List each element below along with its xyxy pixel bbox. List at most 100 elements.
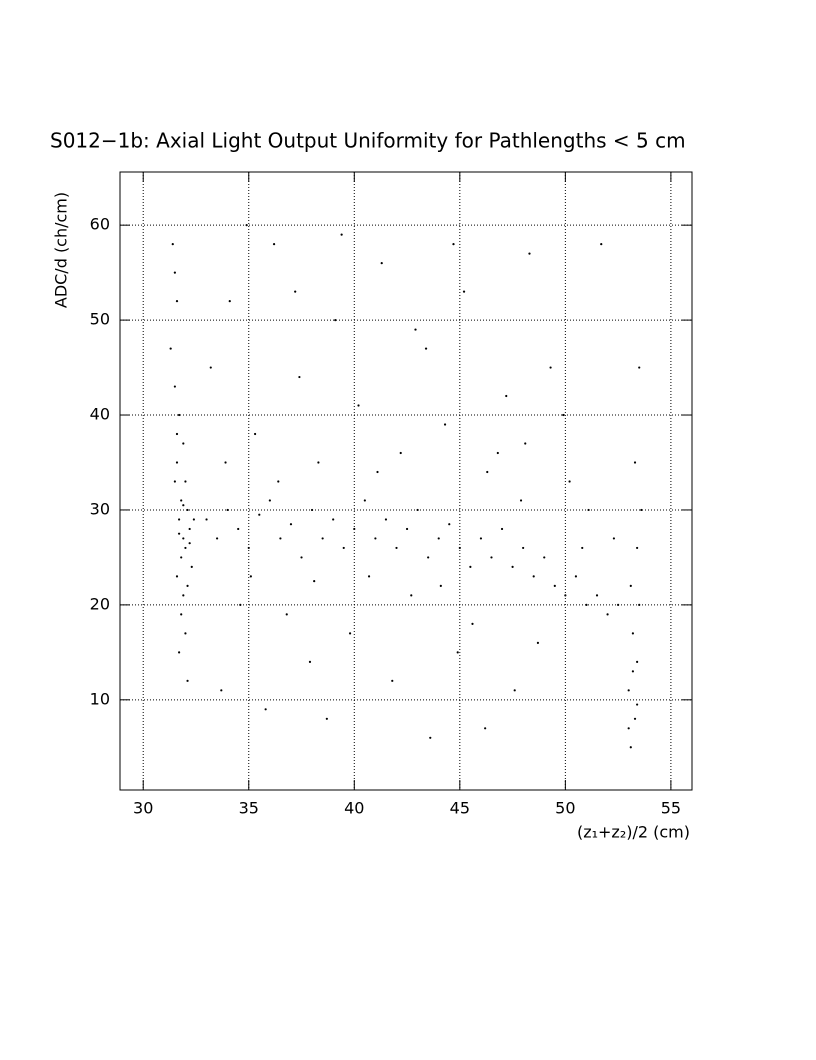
point (279, 537, 282, 540)
y-tick-label: 10 (90, 689, 110, 708)
point (405, 527, 409, 531)
point (298, 375, 301, 379)
point (536, 641, 540, 644)
point (543, 556, 546, 559)
point (184, 632, 187, 635)
point (186, 508, 189, 512)
point (629, 584, 632, 587)
point (612, 537, 616, 540)
x-tick-label: 50 (555, 799, 575, 818)
point (574, 575, 578, 578)
point (321, 537, 324, 540)
point (452, 243, 455, 246)
point (448, 523, 451, 526)
point (245, 224, 248, 227)
point (532, 575, 535, 578)
point (380, 262, 383, 265)
plot-frame (119, 171, 693, 791)
point (317, 461, 320, 464)
point (205, 518, 208, 521)
point (505, 394, 508, 398)
point (300, 556, 303, 559)
point (228, 300, 231, 303)
point (462, 290, 466, 293)
point (332, 518, 335, 521)
point (173, 271, 176, 274)
point (384, 518, 388, 521)
point (357, 404, 360, 407)
point (562, 413, 565, 417)
chart-title: S012−1b: Axial Light Output Uniformity f… (50, 129, 686, 153)
point (606, 613, 609, 616)
point (182, 537, 185, 540)
point (496, 451, 499, 455)
point (443, 423, 447, 426)
point (636, 703, 639, 706)
point (416, 508, 419, 512)
y-tick-label: 20 (90, 594, 110, 613)
point (220, 689, 223, 692)
point (500, 527, 504, 531)
point (175, 575, 179, 578)
point (363, 499, 366, 502)
point (258, 513, 261, 516)
point (171, 243, 174, 246)
x-tick-label: 55 (661, 799, 681, 818)
y-tick-label: 40 (90, 405, 110, 424)
point (399, 451, 402, 455)
point (175, 432, 179, 436)
point (180, 613, 183, 616)
point (247, 546, 250, 550)
point (486, 470, 489, 474)
point (180, 499, 183, 502)
point (458, 546, 461, 550)
point (581, 546, 584, 550)
point (633, 717, 637, 720)
point (633, 461, 637, 464)
point (640, 508, 643, 512)
point (264, 708, 267, 711)
point (237, 527, 240, 531)
point (177, 413, 181, 417)
point (249, 575, 252, 578)
x-tick-label: 35 (239, 799, 259, 818)
point (424, 347, 428, 350)
point (391, 679, 394, 682)
point (629, 746, 632, 749)
point (209, 366, 212, 369)
point (585, 603, 588, 606)
point (175, 461, 179, 464)
y-tick-label: 60 (90, 215, 110, 234)
point (313, 580, 316, 583)
point (190, 565, 193, 569)
point (627, 727, 630, 730)
point (177, 532, 181, 535)
point (184, 546, 187, 550)
point (285, 613, 288, 616)
point (253, 432, 257, 436)
point (595, 594, 599, 597)
point (340, 233, 343, 236)
point (587, 508, 590, 512)
x-tick-label: 45 (450, 799, 470, 818)
point (479, 537, 483, 540)
point (600, 243, 603, 246)
point (310, 508, 314, 512)
point (638, 603, 641, 606)
point (215, 537, 219, 540)
x-tick-label: 40 (344, 799, 364, 818)
point (376, 470, 379, 474)
point (636, 660, 639, 663)
point (334, 318, 337, 322)
point (519, 499, 523, 502)
point (188, 542, 191, 545)
point (188, 527, 191, 531)
point (636, 546, 639, 550)
point (490, 556, 493, 559)
point (192, 518, 195, 521)
point (226, 508, 229, 512)
point (484, 727, 487, 730)
point (395, 546, 398, 550)
point (638, 366, 641, 369)
